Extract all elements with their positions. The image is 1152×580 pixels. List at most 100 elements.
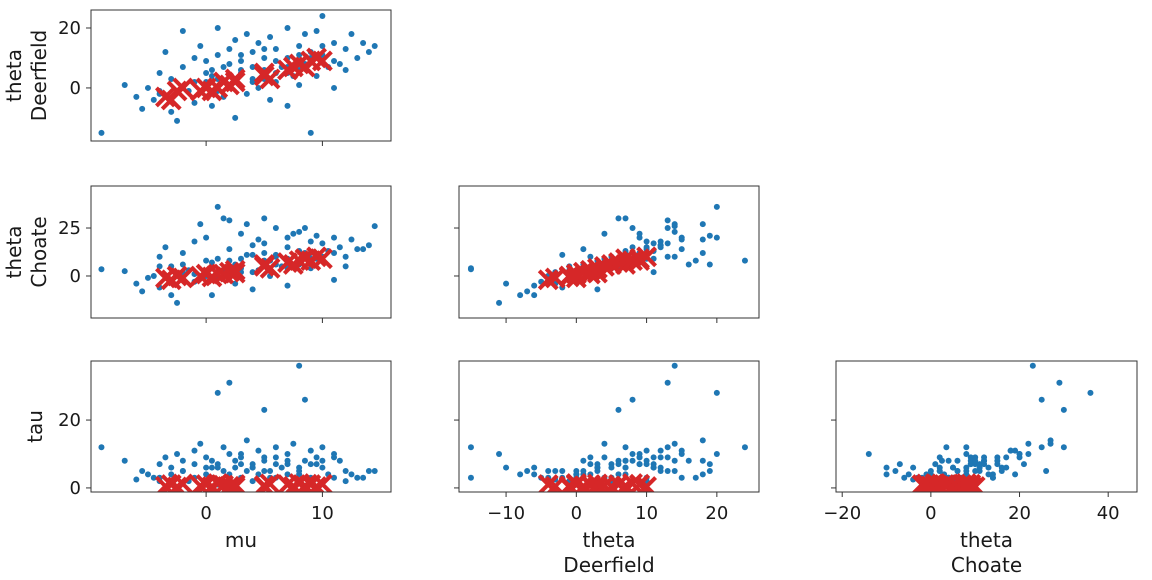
sample-point: [883, 464, 890, 471]
sample-point: [629, 450, 636, 457]
x-tick-label: −10: [487, 503, 525, 524]
sample-point: [133, 476, 140, 483]
sample-point: [191, 99, 198, 106]
sample-point: [496, 299, 503, 306]
sample-point: [174, 450, 181, 457]
sample-point: [664, 225, 671, 232]
sample-point: [615, 215, 622, 222]
sample-point: [208, 292, 215, 299]
sample-point: [255, 236, 262, 243]
sample-point: [238, 51, 244, 58]
y-tick-label: 0: [70, 478, 81, 499]
sample-point: [1016, 450, 1023, 457]
sample-point: [587, 461, 594, 468]
sample-point: [261, 249, 268, 256]
sample-point: [365, 467, 372, 474]
x-tick-label: 0: [925, 503, 936, 524]
sample-point: [208, 464, 215, 471]
sample-point: [150, 474, 157, 481]
sample-point: [467, 265, 474, 272]
sample-point: [331, 474, 338, 481]
sample-point: [249, 464, 256, 471]
sample-point: [249, 286, 256, 293]
sample-point: [249, 478, 256, 485]
sample-point: [664, 454, 671, 461]
y-axis-label: theta: [2, 49, 26, 102]
sample-point: [168, 464, 175, 471]
sample-point: [985, 471, 992, 478]
sample-point: [1003, 454, 1010, 461]
sample-point: [629, 244, 636, 251]
sample-point: [226, 45, 233, 52]
divergence-marker: [259, 473, 281, 492]
sample-point: [208, 457, 215, 464]
sample-point: [692, 257, 699, 264]
sample-point: [162, 48, 169, 55]
sample-point: [98, 129, 105, 136]
sample-point: [503, 280, 510, 287]
sample-point: [156, 69, 163, 76]
sample-point: [156, 461, 163, 468]
divergence-marker: [224, 259, 246, 281]
sample-point: [699, 236, 706, 243]
sample-point: [706, 467, 713, 474]
sample-point: [559, 251, 566, 258]
sample-point: [1060, 406, 1067, 413]
sample-point: [243, 30, 250, 37]
sample-point: [261, 240, 268, 247]
sample-point: [671, 467, 678, 474]
sample-point: [284, 450, 291, 457]
sample-point: [657, 242, 664, 249]
sample-point: [657, 447, 664, 454]
divergence-marker: [311, 50, 333, 72]
axes-frame: [835, 360, 1138, 493]
sample-point: [348, 236, 355, 243]
sample-point: [1020, 461, 1027, 468]
sample-point: [713, 450, 720, 457]
y-axis-label: Deerfield: [27, 30, 51, 121]
sample-point: [699, 457, 706, 464]
sample-point: [203, 57, 210, 64]
sample-point: [220, 63, 227, 70]
sample-point: [963, 450, 970, 457]
sample-point: [261, 406, 268, 413]
sample-point: [650, 464, 657, 471]
sample-point: [197, 221, 204, 228]
y-axis-label: theta: [2, 226, 26, 279]
sample-point: [601, 440, 608, 447]
sample-point: [290, 440, 297, 447]
sample-point: [168, 108, 175, 115]
sample-point: [348, 471, 355, 478]
sample-point: [331, 249, 338, 256]
divergence-marker: [636, 246, 658, 268]
sample-point: [226, 246, 233, 253]
sample-point: [232, 114, 239, 121]
sample-point: [342, 45, 349, 52]
sample-point: [985, 464, 992, 471]
sample-point: [531, 292, 538, 299]
sample-point: [706, 461, 713, 468]
sample-point: [650, 240, 657, 247]
sample-point: [238, 57, 244, 64]
sample-point: [1047, 437, 1054, 444]
sample-point: [552, 467, 559, 474]
sample-point: [524, 288, 531, 295]
sample-point: [622, 444, 629, 451]
sample-point: [290, 230, 297, 237]
sample-point: [267, 33, 274, 40]
sample-point: [319, 464, 326, 471]
x-tick-label: 40: [1097, 503, 1120, 524]
sample-point: [342, 263, 349, 270]
sample-point: [214, 464, 221, 471]
sample-point: [587, 454, 594, 461]
sample-point: [220, 467, 227, 474]
divergence-marker: [960, 473, 982, 492]
y-tick-label: 20: [58, 410, 81, 431]
sample-point: [243, 90, 250, 97]
sample-point: [261, 45, 268, 52]
sample-point: [901, 474, 908, 481]
sample-point: [313, 27, 320, 34]
sample-point: [657, 467, 664, 474]
sample-point: [144, 471, 151, 478]
